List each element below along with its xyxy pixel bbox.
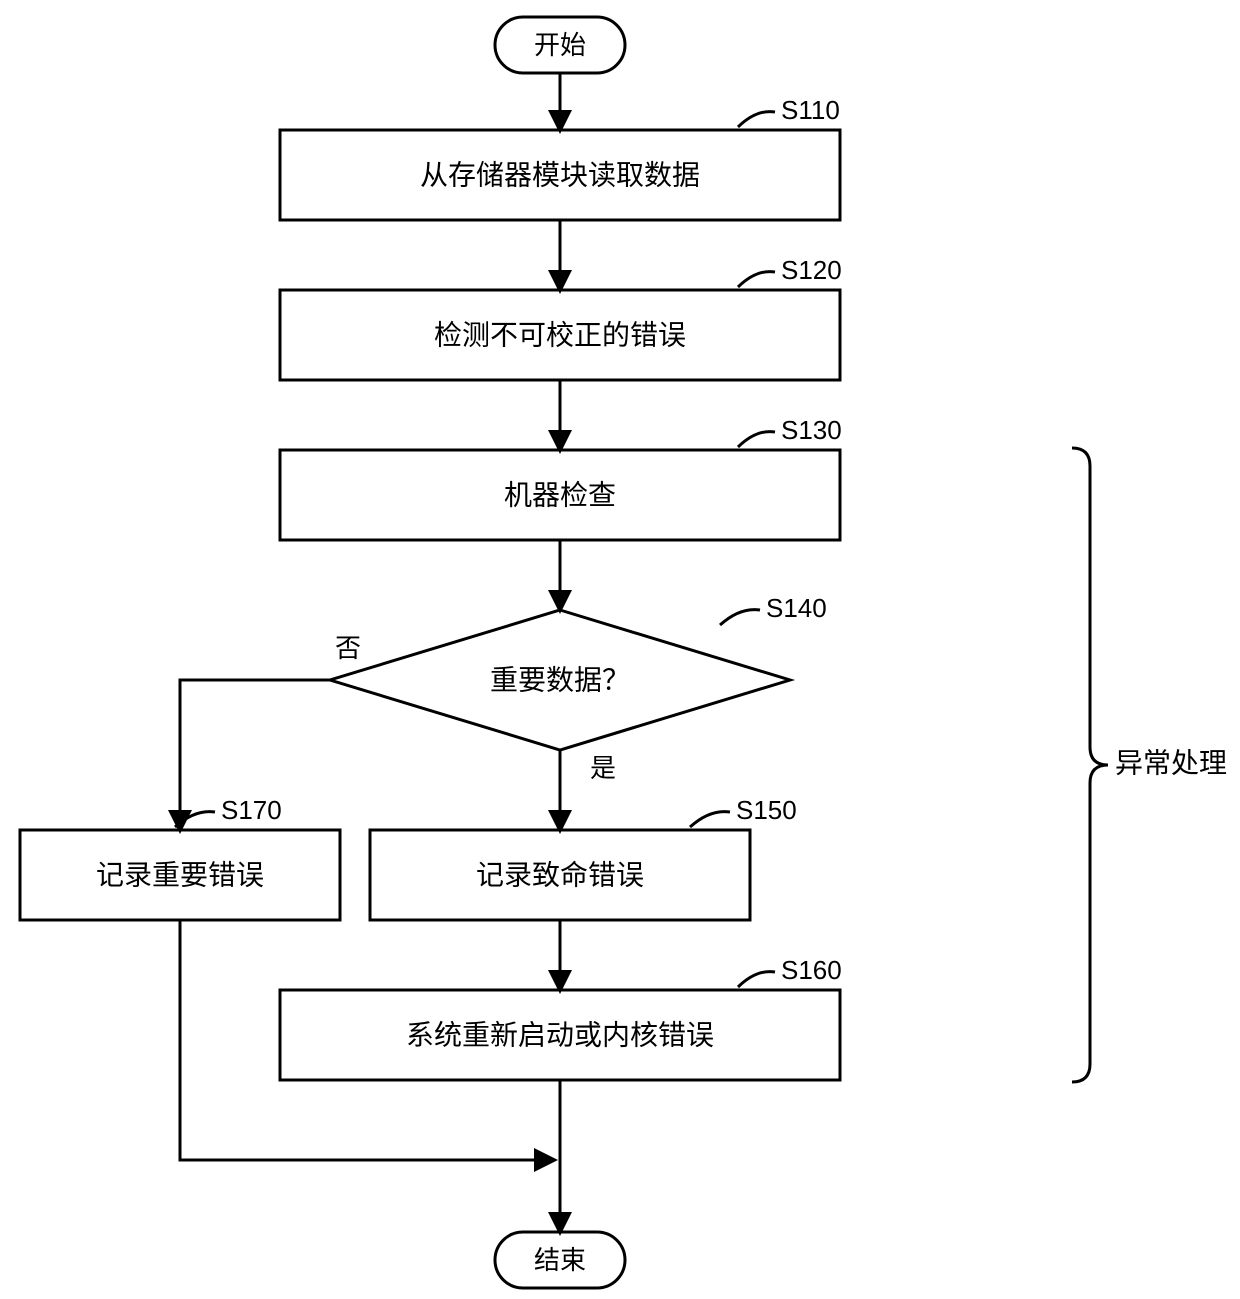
start-terminal: 开始: [495, 17, 625, 73]
s120-step: S120: [781, 255, 842, 285]
flowchart: 开始 从存储器模块读取数据 S110 检测不可校正的错误 S120 机器检查 S…: [0, 0, 1240, 1299]
s130-label: 机器检查: [504, 479, 616, 510]
step-s140-decision: 重要数据？ S140: [330, 593, 827, 750]
s160-label: 系统重新启动或内核错误: [406, 1019, 714, 1050]
s110-step: S110: [781, 95, 840, 125]
s150-step: S150: [736, 795, 797, 825]
end-terminal: 结束: [495, 1232, 625, 1288]
branch-no-label: 否: [335, 633, 361, 663]
s140-step: S140: [766, 593, 827, 623]
end-label: 结束: [534, 1245, 586, 1275]
exception-bracket: [1072, 448, 1108, 1082]
s110-label: 从存储器模块读取数据: [420, 159, 700, 190]
exception-label: 异常处理: [1115, 747, 1227, 778]
start-label: 开始: [534, 30, 586, 60]
s120-label: 检测不可校正的错误: [434, 319, 686, 350]
s170-step: S170: [221, 795, 282, 825]
s160-step: S160: [781, 955, 842, 985]
step-s150: 记录致命错误 S150: [370, 795, 797, 920]
s130-step: S130: [781, 415, 842, 445]
branch-yes-label: 是: [590, 753, 616, 783]
s140-label: 重要数据？: [490, 664, 630, 695]
s150-label: 记录致命错误: [476, 859, 644, 890]
s170-label: 记录重要错误: [96, 859, 264, 890]
